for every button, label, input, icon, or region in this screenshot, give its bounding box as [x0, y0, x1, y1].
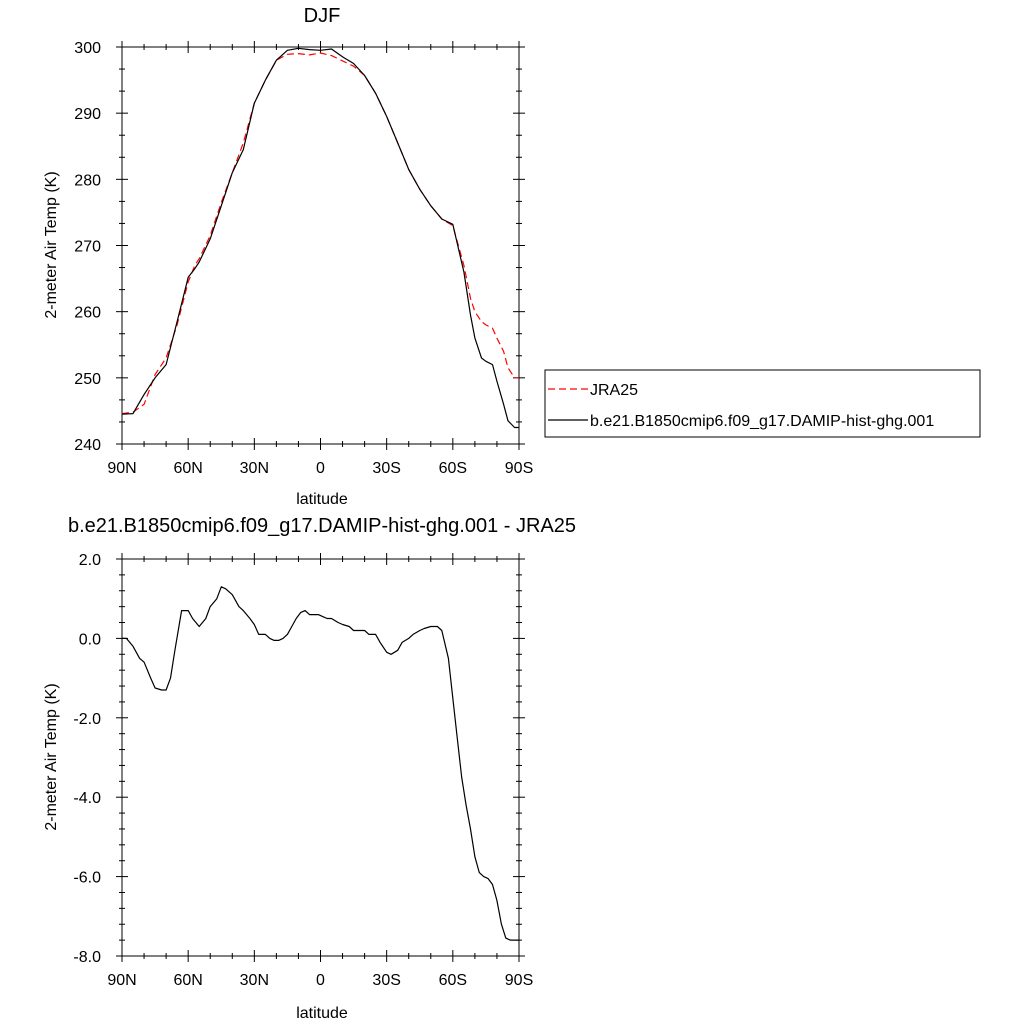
- top-plot-frame: [121, 46, 520, 445]
- top-y-tick-labels: 240 250 260 270 280 290 300: [74, 40, 101, 454]
- bottom-y-tick-label: 0.0: [79, 631, 101, 648]
- top-y-tick-label: 300: [74, 40, 101, 57]
- top-x-tick-label: 90S: [505, 460, 533, 477]
- bottom-chart-title: b.e21.B1850cmip6.f09_g17.DAMIP-hist-ghg.…: [68, 515, 576, 537]
- bottom-series-lines: [122, 586, 519, 941]
- top-x-tick-labels: 90N 60N 30N 0 30S 60S 90S: [107, 460, 533, 477]
- legend-label-jra25: JRA25: [590, 382, 638, 399]
- bottom-y-tick-label: -8.0: [73, 949, 101, 966]
- top-series-lines: [121, 47, 519, 429]
- bottom-y-axis-label: 2-meter Air Temp (K): [43, 683, 60, 830]
- bottom-x-tick-label: 90S: [505, 972, 533, 989]
- top-x-tick-label: 90N: [107, 460, 136, 477]
- bottom-y-tick-label: -6.0: [73, 870, 101, 887]
- bottom-y-tick-label: -4.0: [73, 790, 101, 807]
- top-y-axis-label: 2-meter Air Temp (K): [43, 171, 60, 318]
- top-y-tick-label: 280: [74, 172, 101, 189]
- bottom-x-axis-label: latitude: [296, 1005, 348, 1022]
- legend-label-model: b.e21.B1850cmip6.f09_g17.DAMIP-hist-ghg.…: [590, 413, 934, 430]
- bottom-x-tick-label: 60N: [173, 972, 202, 989]
- top-x-tick-label: 60N: [173, 460, 202, 477]
- top-axis-ticks: [116, 41, 525, 450]
- top-y-tick-label: 250: [74, 371, 101, 388]
- top-x-tick-label: 30N: [240, 460, 269, 477]
- bottom-x-tick-labels: 90N 60N 30N 0 30S 60S 90S: [107, 972, 533, 989]
- bottom-x-tick-label: 90N: [107, 972, 136, 989]
- top-panel: DJF 240 250 260 270 280 290 300 90N 60N 30N 0 30S 6…: [43, 5, 981, 508]
- top-series-line-0: [121, 52, 519, 415]
- bottom-x-tick-label: 30N: [240, 972, 269, 989]
- bottom-y-tick-labels: -8.0 -6.0 -4.0 -2.0 0.0 2.0: [73, 552, 101, 966]
- top-x-tick-label: 60S: [439, 460, 467, 477]
- legend: JRA25 b.e21.B1850cmip6.f09_g17.DAMIP-his…: [544, 369, 981, 438]
- top-x-tick-label: 30S: [372, 460, 400, 477]
- bottom-series-line-0: [122, 586, 519, 941]
- bottom-y-tick-label: -2.0: [73, 711, 101, 728]
- bottom-x-tick-label: 30S: [372, 972, 400, 989]
- top-x-tick-label: 0: [316, 460, 325, 477]
- top-chart-title: DJF: [304, 5, 341, 27]
- top-series-line-1: [121, 47, 519, 429]
- bottom-x-tick-label: 0: [316, 972, 325, 989]
- legend-box: [544, 369, 981, 438]
- bottom-axis-ticks: [116, 553, 525, 962]
- top-y-tick-label: 290: [74, 106, 101, 123]
- bottom-y-tick-label: 2.0: [79, 552, 101, 569]
- top-x-axis-label: latitude: [296, 491, 348, 508]
- top-y-tick-label: 270: [74, 239, 101, 256]
- bottom-x-tick-label: 60S: [439, 972, 467, 989]
- top-y-tick-label: 240: [74, 437, 101, 454]
- bottom-panel: b.e21.B1850cmip6.f09_g17.DAMIP-hist-ghg.…: [43, 515, 576, 1022]
- top-y-tick-label: 260: [74, 305, 101, 322]
